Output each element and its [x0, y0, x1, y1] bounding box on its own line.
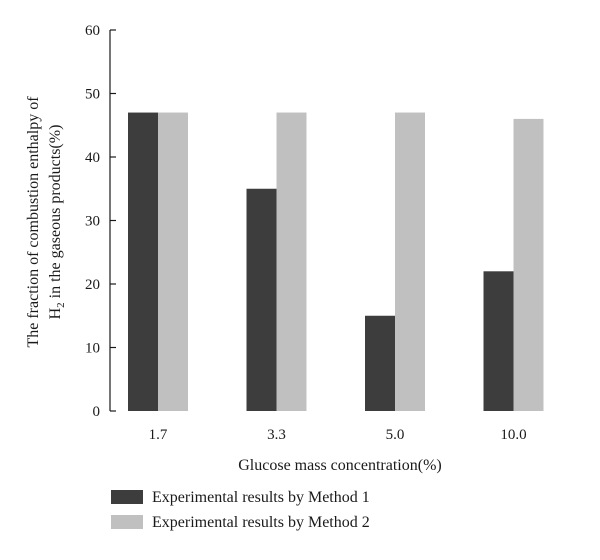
x-tick-label: 3.3: [267, 427, 286, 443]
legend-swatch-method1: [111, 490, 143, 504]
bar-method2-1.7: [158, 112, 188, 412]
y-axis-title-line1: The fraction of combustion enthalpy of: [25, 96, 42, 348]
x-ticks-group: 1.7 3.3 5.0 10.0: [149, 427, 527, 443]
bar-method1-5.0: [365, 315, 395, 411]
bars-group: [128, 112, 544, 412]
x-tick-label: 5.0: [386, 427, 405, 443]
y-axis-title-line2: H2 in the gaseous products(%): [47, 125, 67, 320]
x-axis-title: Glucose mass concentration(%): [238, 457, 441, 474]
y-ticks-group: 0 10 20 30 40 50 60: [85, 23, 116, 420]
y-tick-label: 30: [85, 214, 100, 230]
x-tick-label: 10.0: [500, 427, 526, 443]
y-tick-label: 60: [85, 23, 100, 39]
legend-swatch-method2: [111, 515, 143, 529]
bar-method1-1.7: [128, 112, 158, 412]
y-axis-title-subscript: 2: [55, 302, 67, 308]
legend-label-method1: Experimental results by Method 1: [152, 489, 370, 506]
y-tick-label: 0: [93, 404, 101, 420]
x-tick-label: 1.7: [149, 427, 168, 443]
legend: Experimental results by Method 1 Experim…: [111, 489, 370, 531]
y-tick-label: 10: [85, 341, 100, 357]
y-axis-title-h: H: [47, 307, 64, 319]
bar-method2-10.0: [513, 118, 544, 412]
legend-label-method2: Experimental results by Method 2: [152, 514, 370, 531]
bar-method2-3.3: [276, 112, 307, 412]
bar-method2-5.0: [395, 112, 425, 412]
bar-method1-3.3: [246, 188, 277, 411]
y-axis-title: The fraction of combustion enthalpy of H…: [25, 96, 67, 348]
y-axis-title-rest: in the gaseous products(%): [47, 125, 64, 303]
y-tick-label: 20: [85, 277, 100, 293]
bar-method1-10.0: [483, 271, 514, 411]
y-tick-label: 50: [85, 87, 100, 103]
y-tick-label: 40: [85, 150, 100, 166]
